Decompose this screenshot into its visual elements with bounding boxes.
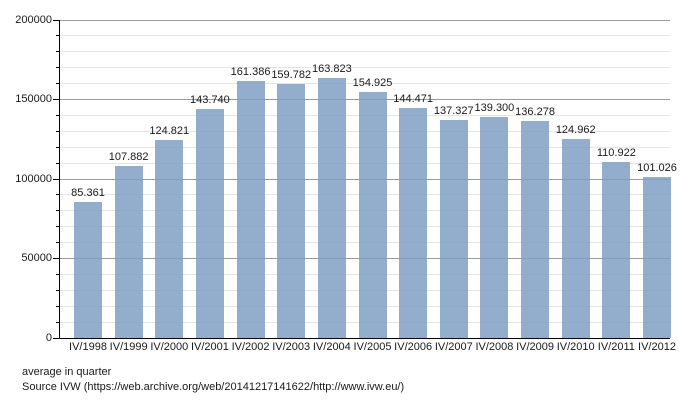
x-axis-tick-label: IV/2009	[516, 341, 555, 353]
bar	[236, 81, 265, 338]
minor-gridline	[60, 35, 670, 37]
major-gridline	[60, 19, 670, 21]
bar-value-label: 124.962	[555, 124, 596, 137]
bar	[317, 77, 346, 338]
y-axis-major-tick	[53, 99, 60, 100]
bar	[358, 91, 387, 338]
minor-gridline	[60, 67, 670, 69]
x-axis-tick-label: IV/2006	[394, 341, 433, 353]
bar	[155, 139, 184, 338]
x-axis-tick-label: IV/2011	[597, 341, 635, 353]
x-axis-tick-label: IV/2004	[312, 341, 351, 353]
bar-value-label: 137.327	[433, 104, 474, 117]
y-axis-major-tick	[53, 337, 60, 339]
y-axis-tick-label: 100000	[15, 172, 52, 185]
y-axis-minor-tick	[56, 194, 60, 196]
y-axis-minor-tick	[56, 321, 60, 323]
bar-value-label: 101.026	[637, 162, 677, 175]
bar-value-label: 110.922	[596, 146, 636, 159]
bar-value-label: 124.821	[149, 124, 190, 137]
x-axis-tick-label: IV/2012	[638, 341, 676, 353]
y-axis-tick-label: 200000	[15, 13, 52, 26]
bar	[602, 161, 631, 338]
bar	[277, 83, 306, 338]
chart-source-line: Source IVW (https://web.archive.org/web/…	[22, 381, 405, 393]
minor-gridline	[60, 51, 670, 53]
y-axis-minor-tick	[56, 226, 60, 228]
y-axis-minor-tick	[56, 305, 60, 307]
x-axis-line	[60, 338, 670, 339]
x-axis-tick-label: IV/1998	[69, 341, 107, 353]
bar-value-label: 107.882	[108, 151, 149, 164]
x-axis-tick-label: IV/2010	[556, 341, 595, 353]
y-axis-minor-tick	[56, 289, 60, 291]
x-axis-tick-label: IV/1999	[109, 341, 148, 353]
bar	[521, 121, 550, 338]
bar	[114, 166, 143, 338]
y-axis-minor-tick	[56, 83, 60, 85]
bar-value-label: 163.823	[311, 62, 352, 75]
y-axis-minor-tick	[56, 210, 60, 212]
minor-gridline	[60, 83, 670, 85]
y-axis-line	[59, 20, 60, 339]
bar	[643, 177, 671, 338]
y-axis-major-tick	[53, 258, 60, 259]
y-axis-minor-tick	[56, 35, 60, 37]
y-axis-minor-tick	[56, 114, 60, 116]
x-axis-tick-label: IV/2001	[190, 341, 229, 353]
y-axis-minor-tick	[56, 67, 60, 69]
bar	[74, 202, 102, 338]
bar	[195, 109, 224, 338]
bar-value-label: 144.471	[393, 93, 434, 106]
bar	[399, 108, 428, 338]
bar	[480, 116, 509, 338]
bar-value-label: 139.300	[474, 101, 515, 114]
bar	[439, 119, 468, 338]
y-axis-major-tick	[53, 19, 60, 21]
bar-value-label: 159.782	[271, 68, 312, 81]
y-axis-minor-tick	[56, 146, 60, 148]
chart-note: average in quarter	[22, 366, 112, 378]
y-axis-major-tick	[53, 178, 60, 180]
y-axis-minor-tick	[56, 162, 60, 164]
y-axis-tick-label: 150000	[15, 93, 52, 105]
bar-value-label: 143.740	[190, 94, 230, 107]
x-axis-tick-label: IV/2008	[475, 341, 514, 353]
x-axis-tick-label: IV/2005	[353, 341, 392, 353]
y-axis-minor-tick	[56, 273, 60, 275]
bar-value-label: 85.361	[71, 187, 105, 200]
x-axis-tick-label: IV/2002	[231, 341, 270, 353]
x-axis-tick-label: IV/2007	[434, 341, 473, 353]
y-axis-tick-label: 0	[45, 331, 52, 344]
x-axis-tick-label: IV/2000	[150, 341, 189, 353]
y-axis-minor-tick	[56, 51, 60, 53]
bar	[561, 139, 590, 338]
y-axis-minor-tick	[56, 130, 60, 132]
bar-value-label: 136.278	[515, 106, 555, 119]
y-axis-tick-label: 50000	[21, 252, 52, 264]
bar-value-label: 161.386	[230, 66, 271, 79]
x-axis-tick-label: IV/2003	[272, 341, 311, 353]
bar-value-label: 154.925	[352, 76, 393, 89]
y-axis-minor-tick	[56, 242, 60, 244]
